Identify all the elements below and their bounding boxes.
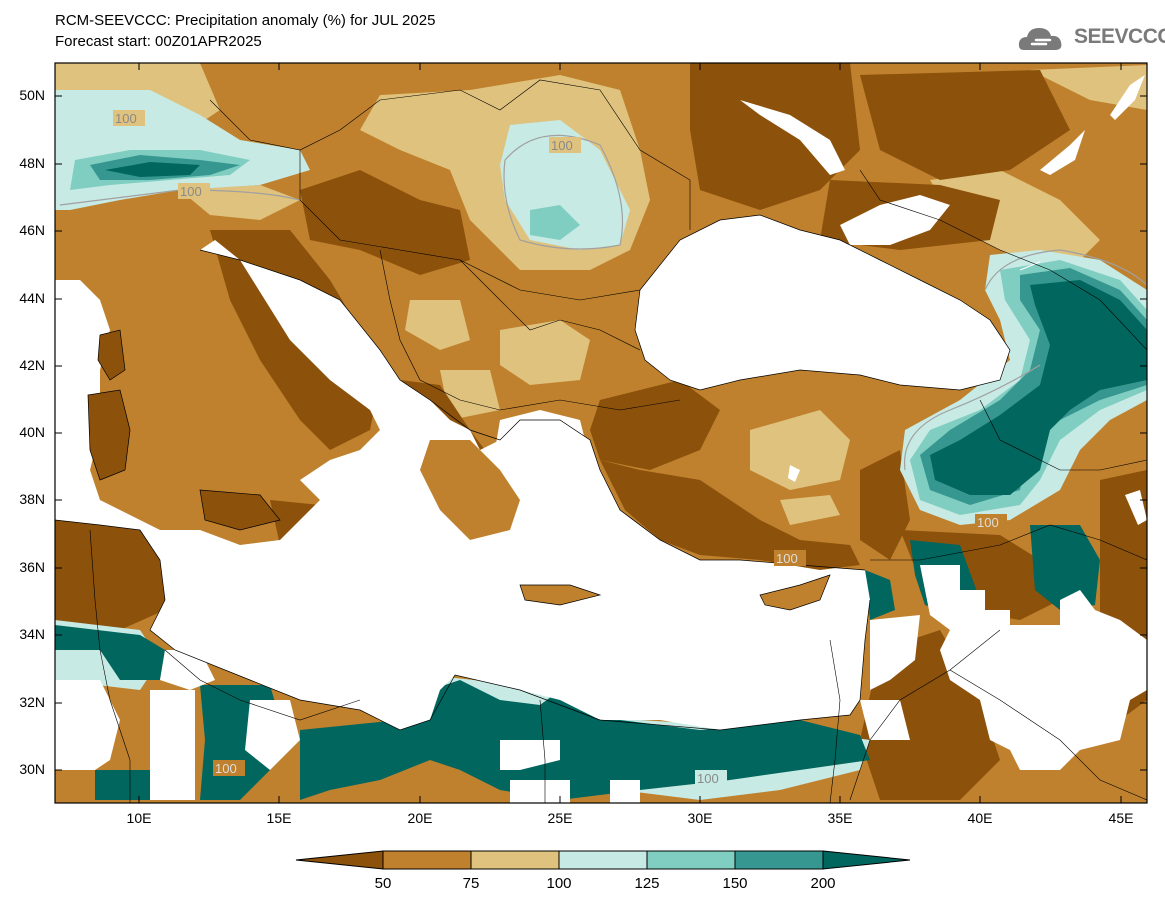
- map-title: RCM-SEEVCCC: Precipitation anomaly (%) f…: [55, 12, 436, 29]
- colorbar-tick-label: 150: [722, 875, 748, 892]
- lat-label: 46N: [19, 222, 45, 238]
- lat-label: 32N: [19, 694, 45, 710]
- lon-label: 25E: [547, 810, 573, 826]
- contour-label: 100: [776, 551, 798, 566]
- colorbar-tick-label: 200: [810, 875, 836, 892]
- logo-text: SEEVCCC: [1074, 25, 1165, 48]
- anomaly-field: [55, 63, 1147, 803]
- lat-label: 34N: [19, 626, 45, 642]
- colorbar-tick-label: 50: [374, 875, 392, 892]
- borders: [89, 79, 1147, 803]
- contour-label: 100: [977, 515, 999, 530]
- contour-label: 100: [115, 111, 137, 126]
- lon-label: 45E: [1108, 810, 1134, 826]
- lat-label: 40N: [19, 424, 45, 440]
- contour-label: 100: [180, 184, 202, 199]
- lat-label: 38N: [19, 491, 45, 507]
- lat-label: 44N: [19, 290, 45, 306]
- colorbar-tick-label: 125: [634, 875, 660, 892]
- colorbar-tick-label: 100: [546, 875, 572, 892]
- lat-label: 50N: [19, 87, 45, 103]
- coastlines: [55, 214, 1011, 731]
- lon-label: 35E: [827, 810, 853, 826]
- contour-label: 100: [215, 761, 237, 776]
- lon-label: 15E: [266, 810, 292, 826]
- axis-ticks: [55, 63, 1147, 803]
- contour-label: 100: [697, 771, 719, 786]
- lon-label: 40E: [967, 810, 993, 826]
- lon-label: 10E: [126, 810, 152, 826]
- colorbar-tick-label: 75: [462, 875, 480, 892]
- contour-label: 100: [551, 138, 573, 153]
- lat-label: 36N: [19, 559, 45, 575]
- lat-label: 48N: [19, 155, 45, 171]
- cloud-icon: [1018, 28, 1062, 50]
- lat-label: 30N: [19, 761, 45, 777]
- lon-label: 20E: [407, 810, 433, 826]
- seevccc-logo: SEEVCCC: [1018, 22, 1165, 56]
- forecast-start: Forecast start: 00Z01APR2025: [55, 33, 262, 50]
- lon-label: 30E: [687, 810, 713, 826]
- lat-label: 42N: [19, 357, 45, 373]
- contour-labels: 100 100 100 100 100 100 100: [113, 110, 1007, 786]
